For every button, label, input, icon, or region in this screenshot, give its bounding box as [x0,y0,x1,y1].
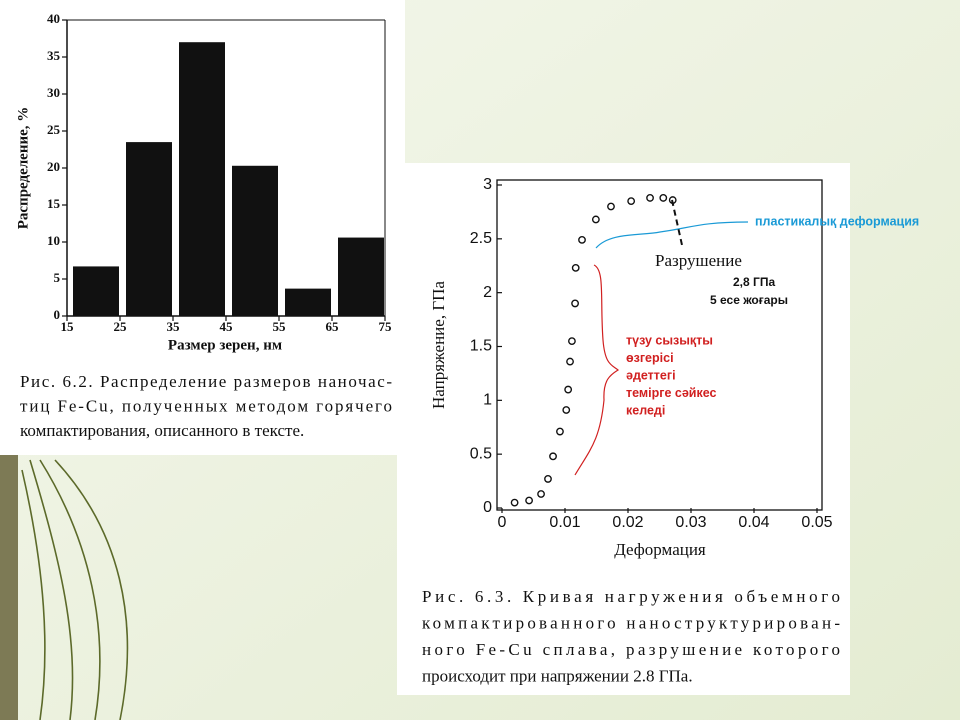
y-tick-label: 10 [47,233,60,248]
data-point [627,197,636,206]
data-point [510,498,519,507]
x-tick-label: 65 [326,319,340,334]
y-tick-label: 2.5 [470,230,492,247]
y-tick-label: 1 [483,392,492,409]
bar [73,266,119,316]
data-point [562,406,571,414]
y-tick-label: 3 [483,176,492,193]
y-axis-label: Распределение, % [15,107,31,230]
caption-line: Рис. 6.3. Кривая нагружения объемного [422,587,840,606]
data-point [578,236,586,244]
y-tick-label: 0 [483,499,492,516]
plastic-curve [595,221,749,249]
y-tick-label: 5 [54,270,61,285]
bar [232,165,278,316]
y-tick-label: 20 [47,159,60,174]
fracture-dash [671,199,683,246]
data-point [537,490,545,498]
y-tick-label: 15 [47,196,61,211]
caption-line: происходит при напряжении 2.8 ГПа. [422,666,693,685]
histogram-chart: 0 5 10 15 20 25 30 35 40 15 25 35 45 55 65 75 Размер зер… [15,11,392,440]
x-tick-label: 75 [379,319,393,334]
x-tick-label: 45 [220,319,234,334]
caption-line: Рис. 6.2. Распределение размеров наночас… [20,372,392,391]
data-point [607,202,615,211]
data-point [549,452,557,461]
y-tick-label: 25 [47,122,61,137]
y-tick-label: 30 [47,85,60,100]
annotation-times: 5 есе жоғары [710,293,788,307]
x-tick-label: 0.01 [549,514,580,531]
x-tick-label: 25 [114,319,128,334]
annotation-plastic: пластикалық деформация [755,214,919,228]
data-point [571,299,579,308]
x-axis-label: Деформация [614,540,706,559]
data-point [591,215,600,224]
x-tick-label: 15 [61,319,75,334]
x-tick-label: 0 [498,514,507,531]
annotation-linear: келеді [626,403,665,417]
data-point [566,357,574,366]
data-point [564,385,573,394]
figure-panel-2 [397,163,850,695]
x-tick-label: 0.05 [801,514,832,531]
y-tick-label: 1.5 [470,338,492,355]
annotation-linear: әдеттегі [626,368,676,382]
annotation-stress: 2,8 ГПа [733,275,775,289]
scatter-chart: 0 0.5 1 1.5 2 2.5 3 0 0.01 0.02 0.03 0.04 0.05 Деформ… [422,176,919,685]
data-point [525,496,533,505]
data-point [646,194,654,202]
annotation-linear: темірге сәйкес [626,386,717,400]
annotation-linear: түзу сызықты [626,333,713,347]
bar [338,237,384,316]
caption-line: тиц Fe-Cu, полученных методом горячего [20,396,392,415]
caption-line: ного Fe-Cu сплава, разрушение которого [422,640,840,659]
y-tick-label: 35 [47,48,61,63]
side-stripe [0,455,18,720]
bar [179,42,225,316]
data-point [544,475,552,483]
y-tick-label: 0.5 [470,445,492,462]
x-tick-label: 0.03 [675,514,706,531]
caption-line: компактирования, описанного в тексте. [20,421,304,440]
data-point [568,337,576,346]
y-tick-label: 2 [483,284,492,301]
y-tick-label: 0 [54,307,61,322]
x-tick-label: 35 [167,319,181,334]
plot-frame [496,179,823,511]
decor-curves [21,459,129,720]
red-brace [574,264,620,476]
data-point [571,264,580,272]
bar [126,142,172,316]
data-point [659,194,668,202]
x-tick-label: 0.02 [612,514,643,531]
x-axis-label: Размер зерен, нм [168,337,282,353]
data-point [556,427,564,436]
bar [285,288,331,316]
annotation-fracture: Разрушение [655,251,742,270]
caption-line: компактированного наноструктурирован- [422,613,840,632]
x-tick-label: 0.04 [738,514,769,531]
y-axis-label: Напряжение, ГПа [429,281,448,409]
y-tick-label: 40 [47,11,60,26]
x-tick-label: 55 [273,319,287,334]
annotation-linear: өзгерісі [626,351,674,365]
